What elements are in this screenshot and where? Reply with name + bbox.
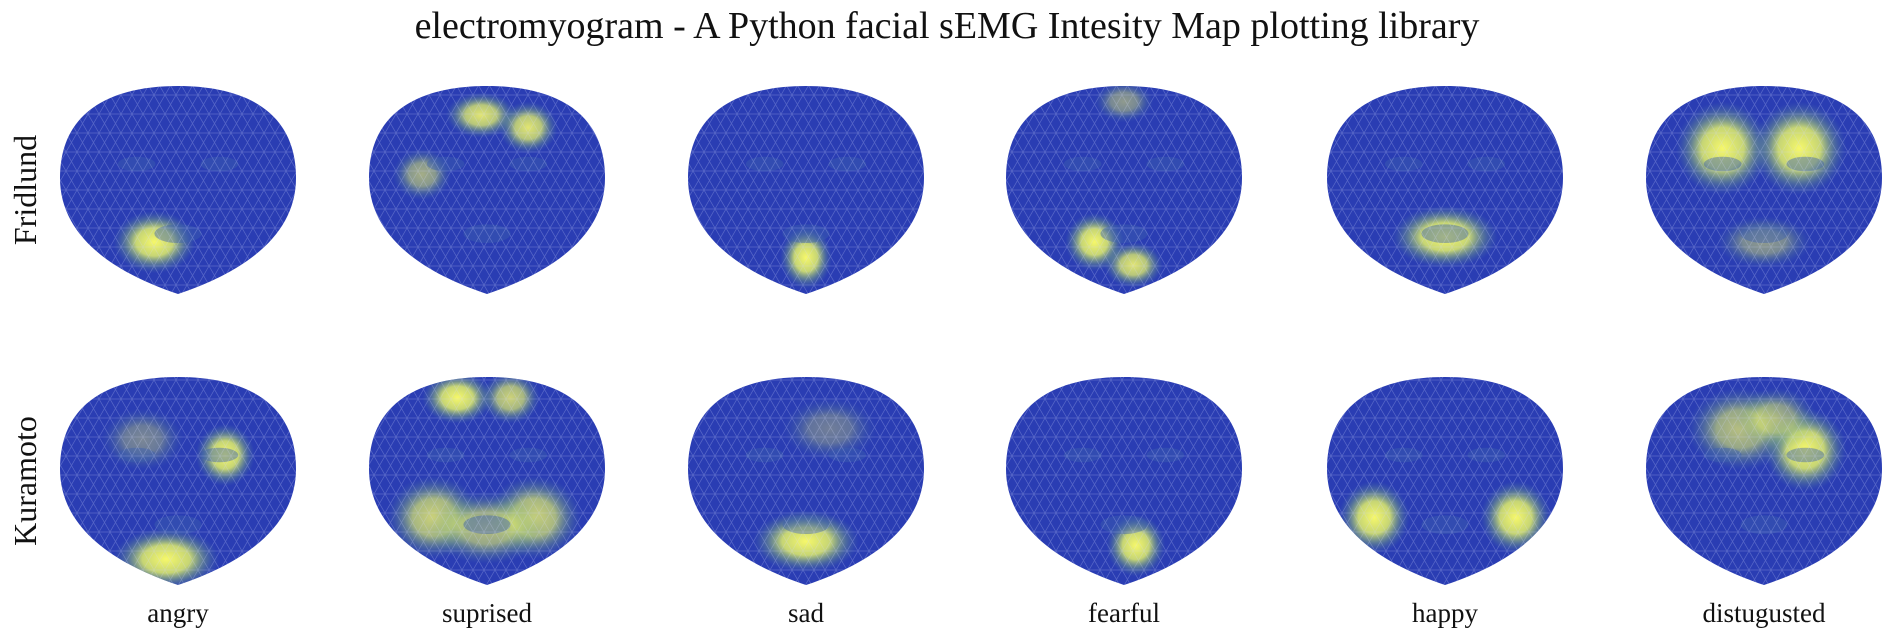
face-map bbox=[688, 377, 924, 585]
face-map bbox=[60, 377, 296, 585]
face-mesh bbox=[60, 377, 296, 585]
face-map bbox=[1646, 377, 1882, 585]
face-map bbox=[1327, 86, 1563, 294]
face-mesh bbox=[369, 86, 605, 294]
face-map bbox=[60, 86, 296, 294]
face-mesh bbox=[1006, 377, 1242, 585]
figure-title: electromyogram - A Python facial sEMG In… bbox=[415, 5, 1480, 47]
face-mesh bbox=[1646, 86, 1882, 294]
face-mesh bbox=[1006, 86, 1242, 294]
column-label: distugusted bbox=[1702, 598, 1826, 628]
column-label: angry bbox=[147, 598, 209, 628]
face-map bbox=[369, 377, 605, 585]
face-map bbox=[1006, 377, 1242, 585]
face-mesh bbox=[1327, 86, 1563, 294]
face-mesh bbox=[688, 377, 924, 585]
row-label: Kuramoto bbox=[7, 416, 43, 546]
face-map bbox=[1327, 377, 1563, 585]
column-label: sad bbox=[788, 598, 824, 628]
face-mesh bbox=[369, 377, 605, 585]
face-map bbox=[688, 86, 924, 294]
face-mesh bbox=[688, 86, 924, 294]
face-mesh bbox=[60, 86, 296, 294]
face-map bbox=[1646, 86, 1882, 294]
column-label: happy bbox=[1412, 598, 1478, 628]
face-map bbox=[369, 86, 605, 294]
face-mesh bbox=[1646, 377, 1882, 585]
face-mesh bbox=[1327, 377, 1563, 585]
face-map bbox=[1006, 86, 1242, 294]
row-label: Fridlund bbox=[7, 135, 43, 245]
column-label: suprised bbox=[442, 598, 532, 628]
column-label: fearful bbox=[1088, 598, 1160, 628]
